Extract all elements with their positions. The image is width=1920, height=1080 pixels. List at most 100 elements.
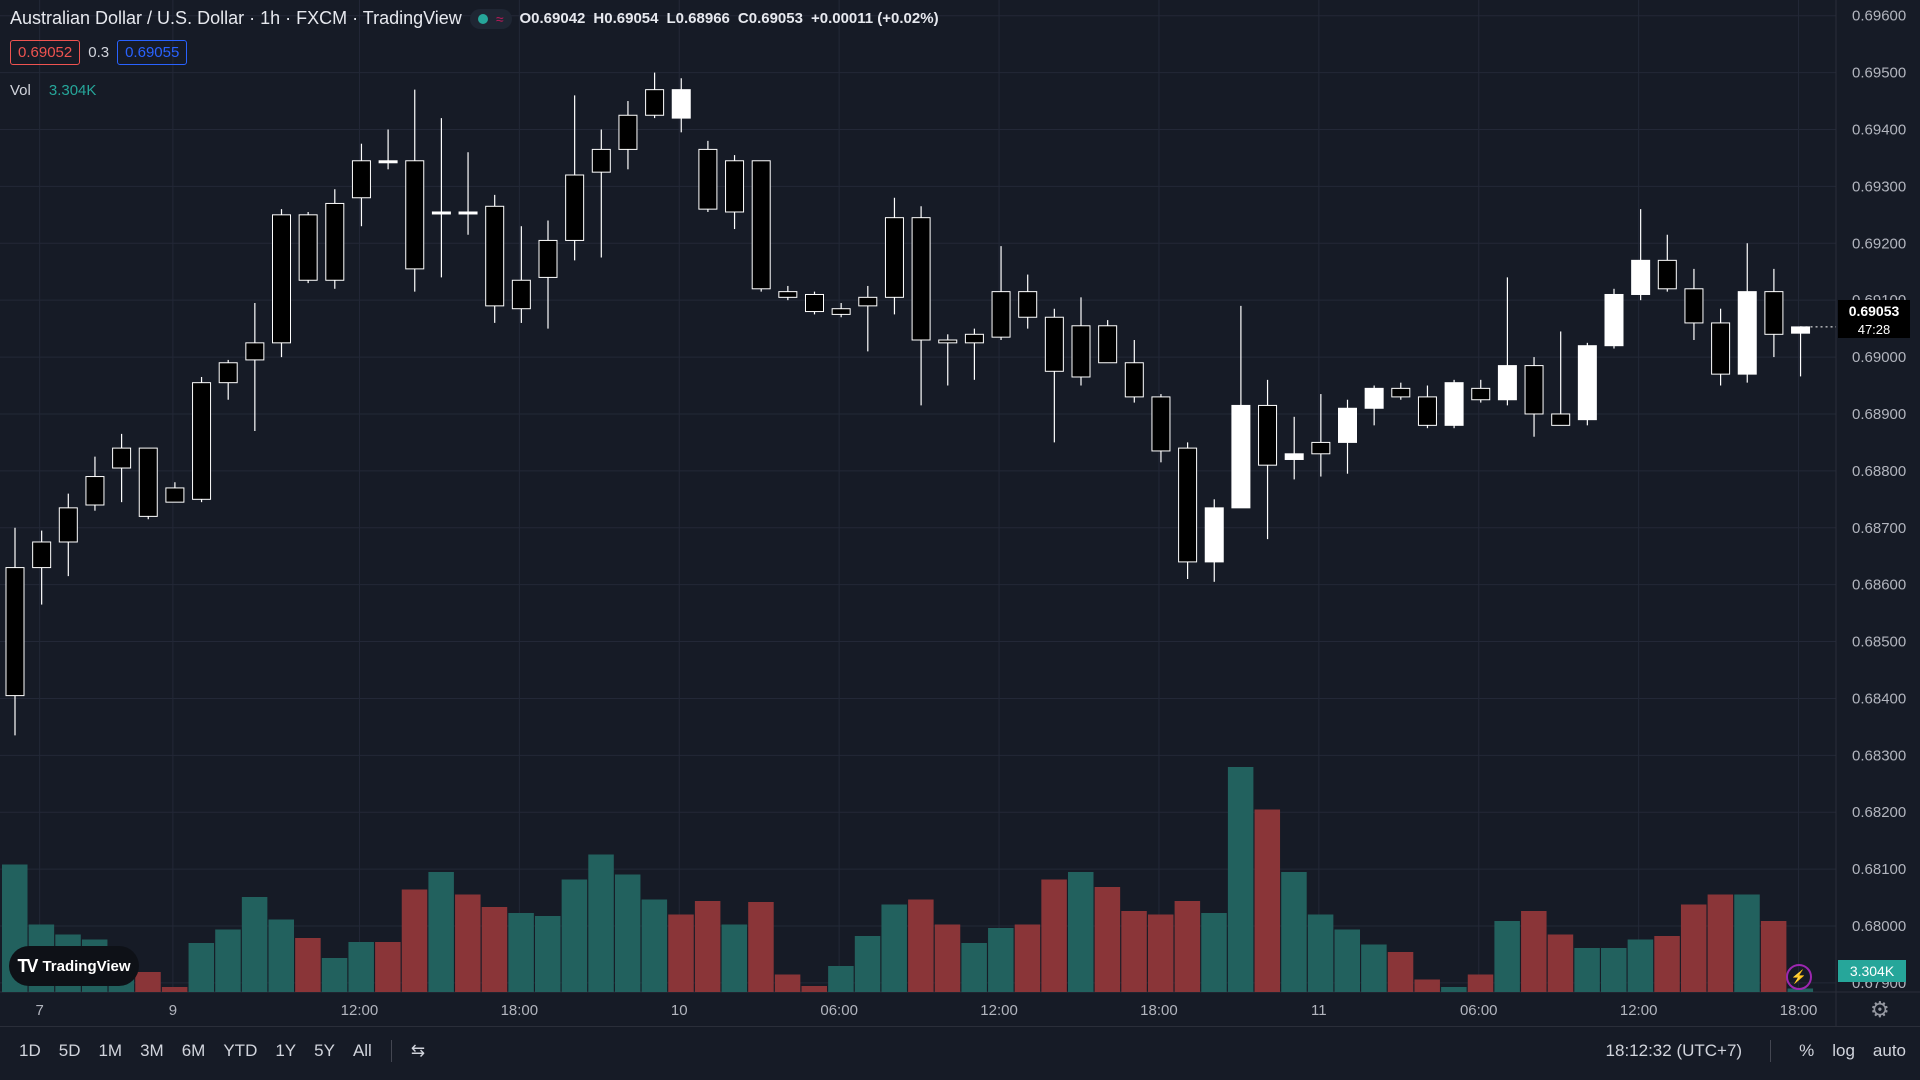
time-tick-label: 06:00	[1460, 1002, 1498, 1019]
candle-body	[272, 214, 291, 344]
candle-body	[1124, 362, 1144, 398]
range-1m-button[interactable]: 1M	[98, 1041, 123, 1060]
volume-bar	[668, 914, 694, 992]
time-axis[interactable]: 7 9 12:00 18:00 10 06:00 12:00 18:00 11 06:00 12:0…	[35, 1002, 1817, 1019]
symbol-title[interactable]: Australian Dollar / U.S. Dollar · 1h · F…	[10, 8, 462, 28]
range-1d-button[interactable]: 1D	[19, 1041, 41, 1060]
candle-body	[431, 211, 451, 215]
volume-bar	[641, 899, 668, 992]
volume-bar	[1068, 872, 1094, 992]
gear-icon[interactable]: ⚙	[1870, 997, 1890, 1022]
range-6m-button[interactable]: 6M	[181, 1041, 206, 1060]
volume-bar	[1387, 952, 1414, 992]
volume-bar	[428, 872, 454, 992]
volume-bar	[1574, 948, 1600, 992]
market-status[interactable]: ≈	[469, 8, 512, 29]
volume-bar	[801, 986, 827, 992]
date-range-icon[interactable]: ⇆	[410, 1041, 426, 1060]
candle-body	[1044, 316, 1064, 372]
volume-bar	[135, 972, 161, 992]
volume-bar	[1361, 944, 1387, 992]
clock-time[interactable]: 18:12:32 (UTC+7)	[1605, 1041, 1743, 1060]
volume-bar	[614, 874, 641, 992]
candle-body	[1444, 382, 1464, 426]
candle-body	[1018, 291, 1038, 318]
candle-body	[991, 291, 1011, 338]
volume-bar	[1601, 948, 1627, 992]
candle-body	[1311, 441, 1331, 455]
change-value: +0.00011 (+0.02%)	[810, 10, 939, 27]
price-tick-label: 0.69600	[1852, 8, 1906, 25]
candle-body	[858, 296, 878, 307]
volume-bar	[988, 928, 1014, 992]
candle-body	[1338, 407, 1357, 443]
candle-body	[1231, 404, 1251, 509]
range-5y-button[interactable]: 5Y	[314, 1041, 335, 1060]
volume-badge: 3.304K	[1850, 963, 1895, 979]
volume-legend[interactable]: Vol 3.304K	[10, 82, 96, 99]
volume-bar	[934, 924, 961, 992]
price-tick-label: 0.68600	[1852, 577, 1906, 594]
volume-bar	[774, 974, 801, 992]
range-all-button[interactable]: All	[352, 1041, 372, 1060]
log-toggle[interactable]: log	[1832, 1041, 1855, 1060]
volume-bar	[721, 924, 748, 992]
trade-buttons: 0.69052 0.3 0.69055	[10, 40, 188, 65]
candle-body	[32, 541, 52, 569]
candle-body	[645, 89, 665, 116]
sell-button[interactable]: 0.69052	[10, 40, 81, 65]
auto-toggle[interactable]: auto	[1872, 1041, 1906, 1060]
candle-body	[911, 217, 931, 341]
price-axis[interactable]: 0.696000.695000.694000.693000.692000.691…	[1852, 8, 1906, 992]
price-tick-label: 0.69400	[1852, 121, 1906, 138]
volume-bar	[1760, 921, 1787, 992]
tradingview-logo[interactable]: TV TradingView	[9, 946, 139, 986]
volume-bar	[1147, 914, 1174, 992]
time-tick-label: 9	[169, 1002, 177, 1019]
lightning-icon[interactable]: ⚡	[1786, 964, 1812, 990]
range-5d-button[interactable]: 5D	[58, 1041, 81, 1060]
candle-body	[245, 342, 265, 361]
close-value: 0.69053	[748, 10, 803, 27]
candle-body	[671, 89, 691, 119]
range-3m-button[interactable]: 3M	[140, 1041, 164, 1060]
candle-body	[1284, 453, 1304, 460]
volume-bar	[161, 987, 188, 992]
candle-body	[1711, 322, 1731, 375]
range-1y-button[interactable]: 1Y	[275, 1041, 297, 1060]
volume-bar	[508, 913, 534, 992]
candle-body	[218, 362, 238, 384]
candle-body	[298, 214, 318, 281]
price-tick-label: 0.69000	[1852, 349, 1906, 366]
last-price-label: 0.69053 47:28	[1838, 300, 1910, 338]
volume-bar	[188, 943, 215, 992]
logo-text: TradingView	[42, 957, 131, 975]
volume-bar	[1254, 809, 1281, 992]
volume-bar	[1521, 911, 1547, 992]
price-chart[interactable]: 0.696000.695000.694000.693000.692000.691…	[0, 0, 1920, 1026]
volume-bar	[1414, 979, 1440, 992]
candle-body	[1178, 447, 1198, 563]
candle-body	[1551, 413, 1571, 426]
candle-body	[58, 507, 78, 543]
candle-body	[831, 308, 851, 315]
symbol-legend[interactable]: Australian Dollar / U.S. Dollar · 1h · F…	[10, 8, 939, 29]
candle-body	[1684, 288, 1704, 324]
data-wave-icon: ≈	[495, 10, 504, 27]
candle-body	[1657, 259, 1677, 290]
volume-bar	[748, 902, 774, 992]
volume-bar	[588, 854, 614, 992]
price-tick-label: 0.68700	[1852, 520, 1906, 537]
candle-body	[1364, 387, 1384, 409]
time-tick-label: 18:00	[501, 1002, 539, 1019]
volume-bar	[268, 919, 294, 992]
market-open-dot-icon	[477, 13, 488, 24]
range-ytd-button[interactable]: YTD	[223, 1041, 258, 1060]
candle-body	[85, 476, 105, 506]
volume-bar	[1441, 987, 1467, 992]
percent-toggle[interactable]: %	[1799, 1041, 1815, 1060]
price-tick-label: 0.68300	[1852, 747, 1906, 764]
volume-bar	[828, 966, 854, 992]
buy-button[interactable]: 0.69055	[117, 40, 188, 65]
candle-body	[511, 279, 531, 310]
